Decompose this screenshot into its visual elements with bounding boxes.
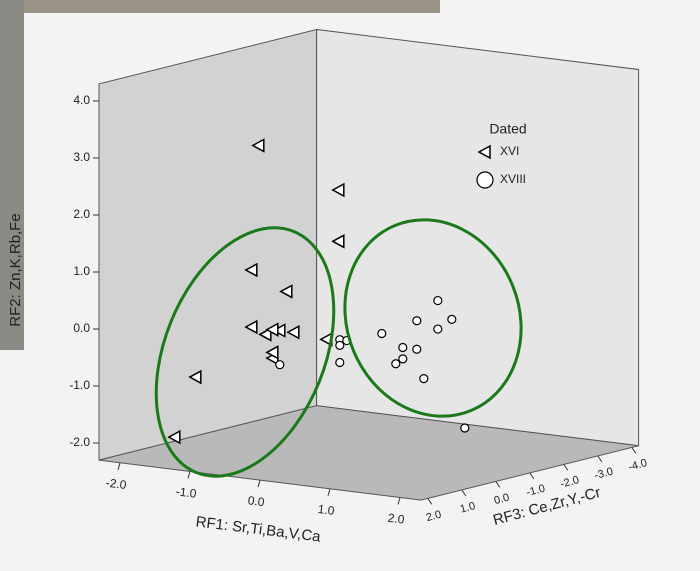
- circle-marker: [336, 358, 344, 366]
- y-axis-title: RF2: Zn,K,Rb,Fe: [7, 213, 24, 326]
- y-tick-label: -2.0: [69, 435, 90, 449]
- x-tick-label: -2.0: [105, 476, 128, 492]
- circle-marker: [392, 360, 400, 368]
- circle-marker: [461, 424, 469, 432]
- circle-marker: [434, 297, 442, 305]
- legend-label: XVI: [500, 144, 519, 158]
- circle-marker: [276, 361, 284, 369]
- y-tick-label: 1.0: [73, 264, 90, 278]
- y-tick-label: 2.0: [73, 207, 90, 221]
- circle-marker: [448, 315, 456, 323]
- x-tick-label: -1.0: [175, 484, 198, 500]
- circle-marker: [413, 317, 421, 325]
- x-tick-label: 0.0: [247, 493, 266, 509]
- circle-marker: [378, 329, 386, 337]
- left-wall: [99, 29, 317, 460]
- y-tick-label: 0.0: [73, 321, 90, 335]
- photo-strip: [0, 0, 440, 13]
- x-tick-label: 2.0: [387, 511, 406, 527]
- circle-marker: [413, 345, 421, 353]
- walls: -2.0 -1.0 0.0 1.0 2.0 3.0 4.0 -2.0 -1.0 0.0 1.0 2.0…: [69, 29, 648, 526]
- chart: -2.0 -1.0 0.0 1.0 2.0 3.0 4.0 -2.0 -1.0 0.0 1.0 2.0…: [0, 0, 700, 571]
- y-tick-label: -1.0: [69, 378, 90, 392]
- legend-title: Dated: [489, 121, 526, 137]
- legend-marker: [477, 172, 493, 188]
- y-tick-label: 4.0: [73, 93, 90, 107]
- y-tick-label: 3.0: [73, 150, 90, 164]
- circle-marker: [336, 341, 344, 349]
- circle-marker: [434, 325, 442, 333]
- legend-label: XVIII: [500, 172, 526, 186]
- page: {"chart_data": { "type": "scatter3d", "x…: [0, 0, 700, 571]
- circle-marker: [399, 344, 407, 352]
- circle-marker: [399, 355, 407, 363]
- x-tick-label: 1.0: [317, 502, 336, 518]
- circle-marker: [420, 375, 428, 383]
